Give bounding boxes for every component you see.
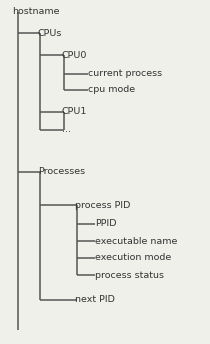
Text: current process: current process <box>88 69 162 78</box>
Text: hostname: hostname <box>12 8 59 17</box>
Text: CPU0: CPU0 <box>62 51 87 60</box>
Text: cpu mode: cpu mode <box>88 86 135 95</box>
Text: CPUs: CPUs <box>38 29 62 37</box>
Text: next PID: next PID <box>75 295 115 304</box>
Text: process PID: process PID <box>75 201 130 209</box>
Text: Processes: Processes <box>38 168 85 176</box>
Text: execution mode: execution mode <box>95 254 171 262</box>
Text: PPID: PPID <box>95 219 117 228</box>
Text: executable name: executable name <box>95 237 177 246</box>
Text: ...: ... <box>62 126 71 135</box>
Text: CPU1: CPU1 <box>62 107 87 117</box>
Text: process status: process status <box>95 270 164 279</box>
